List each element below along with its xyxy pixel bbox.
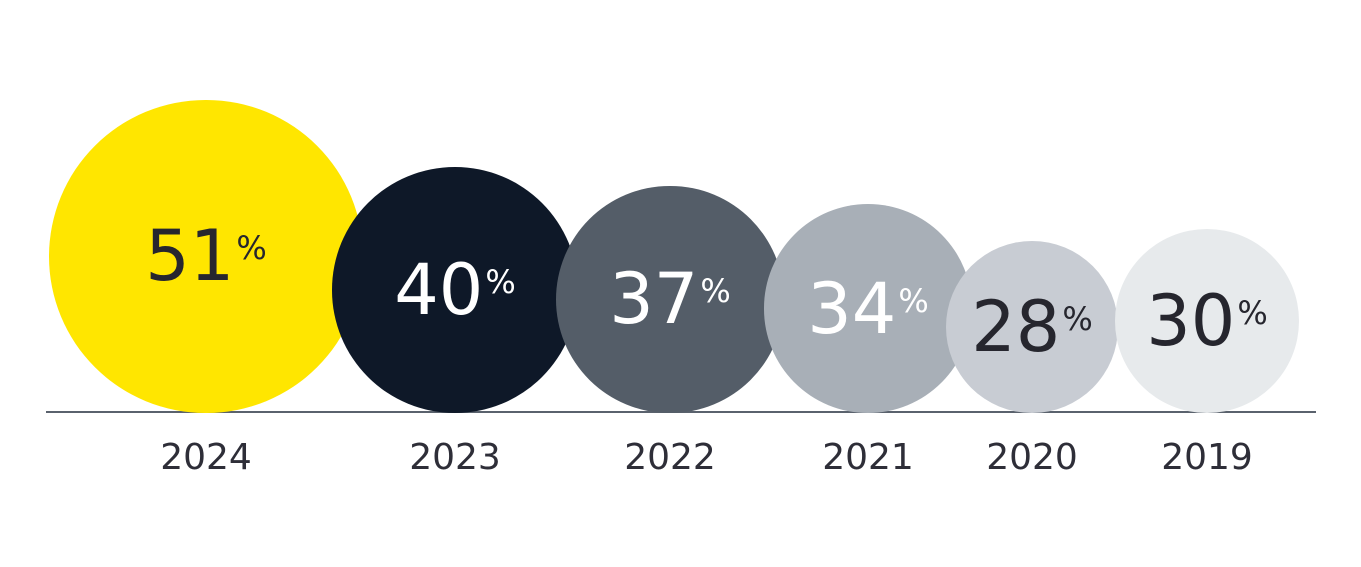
value-number: 37 bbox=[609, 258, 699, 341]
value-number: 40 bbox=[394, 249, 484, 332]
year-label-2021: 2021 bbox=[822, 437, 914, 478]
year-label-2022: 2022 bbox=[624, 437, 716, 478]
year-label-2020: 2020 bbox=[986, 437, 1078, 478]
year-label-2023: 2023 bbox=[409, 437, 501, 478]
value-number: 30 bbox=[1146, 279, 1236, 362]
bubble-2020: 28% bbox=[946, 241, 1118, 413]
year-label-2024: 2024 bbox=[160, 437, 252, 478]
bubble-value-label: 40% bbox=[394, 255, 515, 325]
bubble-value-label: 28% bbox=[971, 292, 1092, 362]
bubble-2021: 34% bbox=[763, 204, 973, 413]
bubble-2019: 30% bbox=[1114, 228, 1300, 413]
value-number: 34 bbox=[807, 267, 897, 350]
bubble-value-label: 34% bbox=[807, 274, 928, 344]
bubble-2022: 37% bbox=[556, 185, 784, 413]
bubble-value-label: 51% bbox=[145, 221, 266, 291]
value-percent-sign: % bbox=[485, 263, 516, 302]
bubble-2024: 51% bbox=[49, 99, 363, 413]
year-label-2019: 2019 bbox=[1161, 437, 1253, 478]
bubble-value-label: 30% bbox=[1146, 286, 1267, 356]
bubble-value-label: 37% bbox=[609, 264, 730, 334]
value-percent-sign: % bbox=[1237, 293, 1268, 332]
value-number: 51 bbox=[145, 215, 235, 298]
value-percent-sign: % bbox=[236, 229, 267, 268]
value-percent-sign: % bbox=[1062, 300, 1093, 339]
value-number: 28 bbox=[971, 286, 1061, 369]
value-percent-sign: % bbox=[700, 272, 731, 311]
bubble-2023: 40% bbox=[332, 167, 578, 413]
value-percent-sign: % bbox=[898, 281, 929, 320]
